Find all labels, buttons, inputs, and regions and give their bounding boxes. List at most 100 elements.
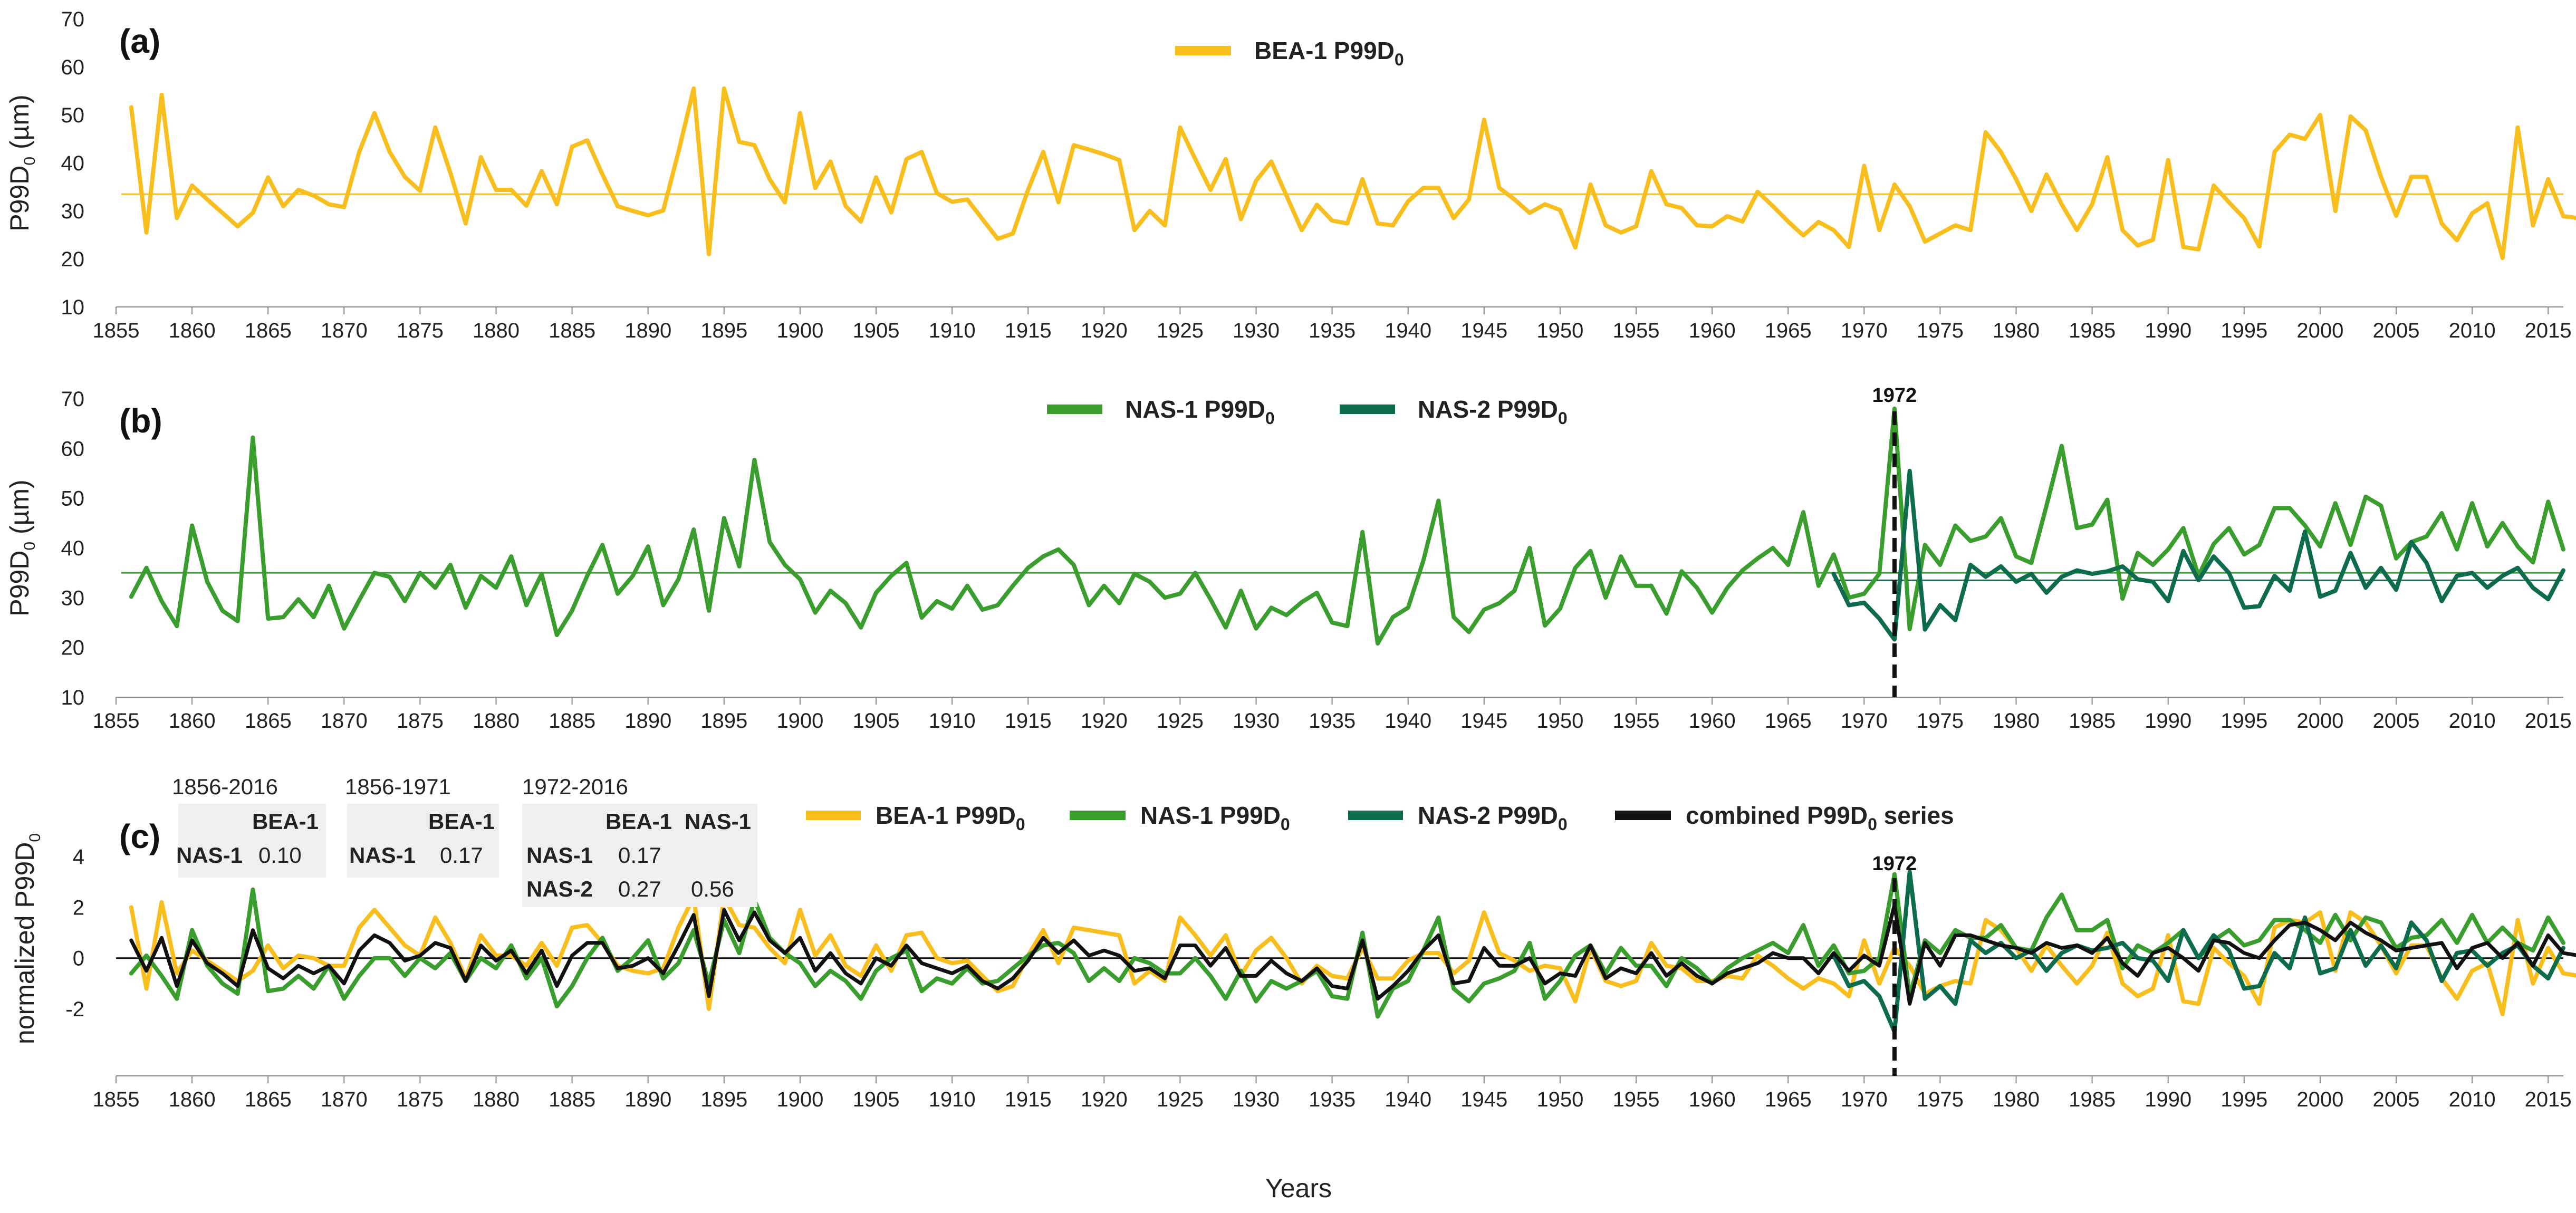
- y-tick-label-b: 30: [61, 586, 85, 610]
- x-tick-label-a: 1925: [1157, 319, 1204, 342]
- x-tick-label-b: 1985: [2069, 709, 2116, 733]
- x-tick-label-b: 1865: [245, 709, 292, 733]
- x-tick-label-c: 1940: [1385, 1088, 1431, 1111]
- x-axis-title: Years: [1265, 1173, 1332, 1203]
- y-tick-label-a: 60: [61, 56, 85, 79]
- legend-label-nas1-b: NAS-1 P99D0: [1125, 396, 1275, 428]
- x-tick-label-c: 1860: [169, 1088, 216, 1111]
- x-tick-label-c: 1865: [245, 1088, 292, 1111]
- x-tick-label-c: 1875: [397, 1088, 444, 1111]
- corr-bg-2: [347, 804, 499, 878]
- x-tick-label-b: 1940: [1385, 709, 1431, 733]
- x-tick-label-a: 1880: [473, 319, 520, 342]
- x-tick-label-a: 1920: [1081, 319, 1128, 342]
- y-tick-label-c: 0: [73, 947, 84, 970]
- x-tick-label-a: 1855: [93, 319, 140, 342]
- x-tick-label-b: 1905: [853, 709, 900, 733]
- x-tick-label-c: 2000: [2296, 1088, 2343, 1111]
- x-tick-label-a: 1875: [397, 319, 444, 342]
- y-tick-label-a: 40: [61, 152, 85, 175]
- series-line-bea-c: [129, 895, 2576, 1016]
- x-tick-label-c: 1900: [776, 1088, 823, 1111]
- x-tick-label-b: 1880: [473, 709, 520, 733]
- x-tick-label-b: 1890: [624, 709, 671, 733]
- x-tick-label-a: 1930: [1233, 319, 1280, 342]
- x-tick-label-a: 1890: [624, 319, 671, 342]
- x-tick-label-a: 1985: [2069, 319, 2116, 342]
- x-tick-label-c: 1970: [1841, 1088, 1888, 1111]
- corr-value-1-1: 0.10: [258, 843, 302, 868]
- corr-bg-3: [522, 804, 757, 907]
- x-tick-label-c: 1930: [1233, 1088, 1280, 1111]
- x-tick-label-a: 1960: [1689, 319, 1736, 342]
- x-tick-label-a: 1955: [1612, 319, 1659, 342]
- x-tick-label-a: 1945: [1460, 319, 1507, 342]
- y-tick-label-c: 4: [73, 845, 84, 869]
- y-tick-label-a: 50: [61, 104, 85, 127]
- corr-bg-1: [178, 804, 326, 878]
- x-tick-label-b: 2015: [2525, 709, 2572, 733]
- panel-b: (b) 10 20 30 40 50 60 70 1855 1860 1865 1870 1875 188…: [5, 384, 2572, 733]
- y-tick-label-c: -2: [65, 998, 84, 1021]
- x-tick-label-c: 1945: [1460, 1088, 1507, 1111]
- event-label-b: 1972: [1872, 384, 1917, 407]
- y-tick-label-a: 20: [61, 248, 85, 271]
- x-tick-label-b: 1990: [2145, 709, 2191, 733]
- y-tick-label-c: 2: [73, 896, 84, 919]
- x-tick-label-c: 1890: [624, 1088, 671, 1111]
- legend-label-nas2-b: NAS-2 P99D0: [1418, 396, 1568, 428]
- x-tick-label-c: 2015: [2525, 1088, 2572, 1111]
- x-tick-label-a: 1950: [1536, 319, 1583, 342]
- x-tick-label-c: 1955: [1612, 1088, 1659, 1111]
- x-tick-label-b: 1975: [1917, 709, 1964, 733]
- corr-value-3-1-1: 0.17: [618, 843, 661, 868]
- corr-rowlabel-3-2: NAS-2: [526, 877, 593, 901]
- x-tick-label-b: 1955: [1612, 709, 1659, 733]
- corr-rowlabel-3-1: NAS-1: [526, 843, 593, 868]
- x-tick-label-a: 1970: [1841, 319, 1888, 342]
- x-tick-label-c: 1920: [1081, 1088, 1128, 1111]
- x-tick-label-b: 1855: [93, 709, 140, 733]
- x-tick-label-a: 2005: [2372, 319, 2419, 342]
- x-tick-label-b: 1925: [1157, 709, 1204, 733]
- series-line-bea-a: [129, 86, 2576, 261]
- correlation-table-3: 1972-2016 BEA-1 NAS-1 NAS-1 0.17 NAS-2 0…: [522, 774, 757, 907]
- x-tick-label-a: 1935: [1309, 319, 1356, 342]
- x-tick-label-b: 1950: [1536, 709, 1583, 733]
- corr-head-2: BEA-1: [428, 809, 495, 834]
- x-tick-label-a: 1860: [169, 319, 216, 342]
- x-tick-label-a: 1980: [1993, 319, 2040, 342]
- x-tick-label-a: 1895: [700, 319, 747, 342]
- x-tick-label-c: 1980: [1993, 1088, 2040, 1111]
- series-line-combined-c: [129, 903, 2576, 1006]
- x-tick-label-c: 1950: [1536, 1088, 1583, 1111]
- x-tick-label-c: 1995: [2221, 1088, 2267, 1111]
- x-tick-label-c: 1935: [1309, 1088, 1356, 1111]
- y-tick-label-b: 50: [61, 487, 85, 511]
- legend-label-nas1-c: NAS-1 P99D0: [1140, 802, 1290, 834]
- panel-label-a: (a): [119, 22, 160, 60]
- x-tick-label-c: 1915: [1005, 1088, 1052, 1111]
- x-tick-label-b: 1995: [2221, 709, 2267, 733]
- x-tick-label-c: 1960: [1689, 1088, 1736, 1111]
- series-line-nas1-b: [129, 406, 2565, 646]
- corr-period-2: 1856-1971: [345, 774, 451, 799]
- x-tick-label-a: 1905: [853, 319, 900, 342]
- x-tick-label-a: 2015: [2525, 319, 2572, 342]
- x-tick-label-b: 1935: [1309, 709, 1356, 733]
- y-tick-label-b: 10: [61, 686, 85, 709]
- x-tick-label-a: 1995: [2221, 319, 2267, 342]
- x-tick-label-a: 1870: [321, 319, 368, 342]
- legend-label-bea-c: BEA-1 P99D0: [876, 802, 1025, 834]
- x-tick-label-c: 1885: [549, 1088, 595, 1111]
- x-tick-label-b: 1920: [1081, 709, 1128, 733]
- corr-head-3-2: NAS-1: [685, 809, 751, 834]
- y-axis-title-b: P99D0 (µm): [5, 479, 39, 616]
- x-tick-label-a: 1910: [929, 319, 976, 342]
- x-tick-label-c: 2005: [2372, 1088, 2419, 1111]
- y-tick-label-a: 70: [61, 8, 85, 31]
- corr-period-1: 1856-2016: [172, 774, 278, 799]
- x-tick-label-a: 1990: [2145, 319, 2191, 342]
- x-tick-label-a: 1940: [1385, 319, 1431, 342]
